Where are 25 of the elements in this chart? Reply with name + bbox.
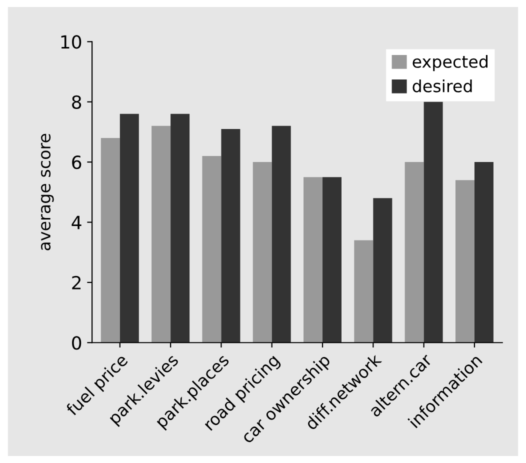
bar bbox=[455, 180, 474, 343]
y-axis-title: average score bbox=[40, 134, 54, 250]
legend-label: expected bbox=[412, 55, 488, 72]
bar bbox=[170, 114, 190, 343]
bar bbox=[252, 162, 272, 343]
bar bbox=[322, 177, 342, 343]
bar bbox=[100, 138, 120, 343]
bar bbox=[304, 177, 323, 343]
bar bbox=[272, 126, 291, 343]
bar bbox=[202, 156, 222, 343]
bar bbox=[354, 240, 374, 343]
y-tick-label: 8 bbox=[72, 95, 82, 109]
bar bbox=[152, 126, 171, 343]
legend-label: desired bbox=[412, 79, 472, 92]
bar bbox=[221, 128, 240, 343]
bar bbox=[120, 114, 139, 343]
y-tick-label: 4 bbox=[72, 216, 82, 230]
y-tick-label: 0 bbox=[72, 336, 82, 350]
y-tick-label: 10 bbox=[61, 35, 82, 49]
y-tick-label: 2 bbox=[72, 276, 81, 290]
bar bbox=[474, 162, 494, 343]
y-tick-label: 6 bbox=[72, 156, 82, 170]
bar bbox=[404, 162, 424, 343]
bar bbox=[373, 198, 392, 343]
bar bbox=[424, 102, 443, 343]
